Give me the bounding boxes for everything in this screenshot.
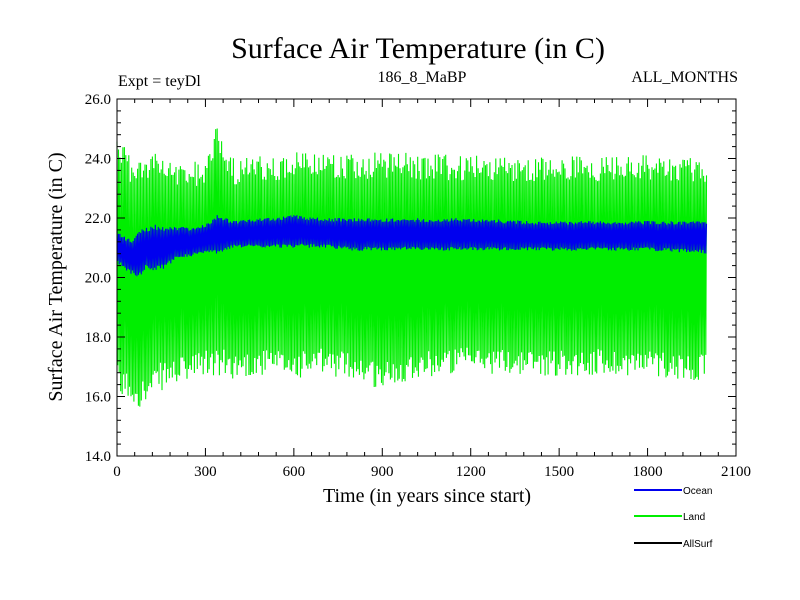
y-tick-label: 26.0 (85, 92, 111, 108)
y-tick-label: 14.0 (85, 449, 111, 465)
legend-label-land: Land (683, 512, 705, 523)
x-tick-label: 0 (113, 464, 121, 480)
x-tick-label: 1500 (544, 464, 574, 480)
x-axis-label: Time (in years since start) (323, 485, 531, 507)
y-axis-label: Surface Air Temperature (in C) (45, 152, 67, 401)
y-tick-label: 20.0 (85, 271, 111, 287)
legend-label-ocean: Ocean (683, 486, 712, 497)
x-tick-label: 900 (371, 464, 394, 480)
y-tick-label: 24.0 (85, 152, 111, 168)
x-tick-label: 2100 (721, 464, 751, 480)
chart-title: Surface Air Temperature (in C) (231, 32, 605, 65)
x-tick-label: 1200 (456, 464, 486, 480)
x-tick-label: 1800 (633, 464, 663, 480)
axes: 0 300 600 900 1200 1500 1800 2100 14.0 16.0 18.0 20… (85, 92, 751, 480)
legend-label-allsurf: AllSurf (683, 539, 713, 550)
months-label: ALL_MONTHS (631, 69, 738, 86)
period-label: 186_8_MaBP (378, 69, 467, 86)
series-ocean (116, 215, 708, 277)
y-tick-label: 16.0 (85, 390, 111, 406)
plot-area (116, 128, 708, 407)
legend: Ocean Land AllSurf (634, 486, 713, 550)
x-tick-label: 600 (283, 464, 306, 480)
expt-label: Expt = teyDl (118, 73, 201, 90)
series-land (116, 128, 708, 407)
x-tick-label: 300 (194, 464, 217, 480)
y-tick-label: 18.0 (85, 330, 111, 346)
y-tick-label: 22.0 (85, 211, 111, 227)
